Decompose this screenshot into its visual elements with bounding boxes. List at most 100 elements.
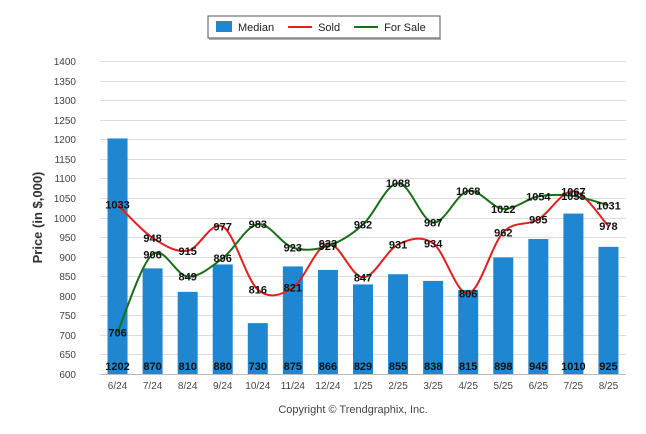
- data-label-for-sale: 987: [424, 218, 442, 230]
- y-tick-label: 950: [59, 233, 76, 244]
- legend: Median Sold For Sale: [207, 15, 441, 40]
- y-axis-ticks: 600 650 700 750 800 850 900 950 1000 1050 1100 1150…: [54, 57, 77, 381]
- x-tick-label: 3/25: [423, 381, 443, 392]
- legend-label: Median: [238, 22, 274, 34]
- copyright-footer: Copyright © Trendgraphix, Inc.: [278, 404, 427, 416]
- data-label-sold: 821: [284, 283, 302, 295]
- x-tick-label: 8/25: [599, 381, 619, 392]
- y-tick-label: 650: [59, 350, 76, 361]
- bar-5/25: [493, 257, 514, 374]
- data-label-median: 855: [389, 361, 407, 373]
- legend-box: [207, 15, 441, 39]
- data-label-sold: 962: [494, 227, 512, 239]
- bar-10/24: [247, 323, 268, 374]
- data-label-for-sale: 1055: [561, 191, 585, 203]
- y-tick-label: 1250: [54, 116, 77, 127]
- y-tick-label: 800: [59, 292, 76, 303]
- y-tick-label: 600: [59, 370, 76, 381]
- data-label-for-sale: 1068: [456, 186, 480, 198]
- data-label-median: 898: [494, 361, 512, 373]
- x-tick-label: 7/24: [143, 381, 163, 392]
- data-label-for-sale: 849: [178, 272, 196, 284]
- y-tick-label: 1050: [54, 194, 77, 205]
- x-tick-label: 6/25: [529, 381, 549, 392]
- bar-8/25: [598, 246, 619, 374]
- data-label-for-sale: 1031: [596, 200, 620, 212]
- y-axis-label: Price (in $,000): [30, 172, 45, 264]
- x-axis-ticks: 6/24 7/24 8/24 9/24 10/24 11/24 12/24 1/25 2/25 3…: [108, 381, 619, 392]
- data-label-median: 829: [354, 361, 372, 373]
- data-label-median: 815: [459, 361, 477, 373]
- bar-8/24: [177, 291, 198, 374]
- data-label-for-sale: 982: [354, 220, 372, 232]
- data-label-median: 1202: [105, 361, 129, 373]
- bar-9/24: [212, 264, 233, 374]
- legend-swatch-median: [216, 21, 232, 32]
- bar-6/25: [528, 239, 549, 374]
- legend-label: For Sale: [384, 22, 426, 34]
- data-label-sold: 978: [599, 221, 617, 233]
- x-tick-label: 5/25: [494, 381, 514, 392]
- data-label-sold: 931: [389, 239, 407, 251]
- data-label-sold: 995: [529, 214, 547, 226]
- y-tick-label: 1200: [54, 135, 77, 146]
- data-label-for-sale: 906: [143, 249, 161, 261]
- data-label-median: 838: [424, 361, 442, 373]
- x-tick-label: 1/25: [353, 381, 373, 392]
- data-label-for-sale: 896: [214, 253, 232, 265]
- x-tick-label: 8/24: [178, 381, 198, 392]
- data-label-sold: 1067: [561, 186, 585, 198]
- y-tick-label: 900: [59, 253, 76, 264]
- x-tick-label: 10/24: [245, 381, 270, 392]
- y-tick-label: 1150: [54, 155, 76, 166]
- data-label-for-sale: 983: [249, 219, 267, 231]
- x-tick-label: 12/24: [315, 381, 340, 392]
- data-label-median: 1010: [561, 361, 585, 373]
- x-tick-label: 2/25: [388, 381, 408, 392]
- x-tick-label: 11/24: [281, 381, 306, 392]
- bar-4/25: [458, 289, 479, 374]
- x-tick-label: 7/25: [564, 381, 584, 392]
- data-label-median: 730: [249, 361, 267, 373]
- x-tick-label: 6/24: [108, 381, 128, 392]
- y-tick-label: 1350: [54, 77, 77, 88]
- data-label-for-sale: 1022: [491, 204, 515, 216]
- y-tick-label: 750: [59, 311, 76, 322]
- data-label-sold: 1033: [105, 200, 129, 212]
- data-label-sold: 816: [249, 284, 267, 296]
- x-tick-label: 4/25: [458, 381, 478, 392]
- bar-6/24: [107, 138, 128, 374]
- y-tick-label: 700: [59, 331, 76, 342]
- y-tick-label: 850: [59, 272, 76, 283]
- data-label-for-sale: 1088: [386, 178, 410, 190]
- bar-3/25: [423, 280, 444, 374]
- bar-11/24: [282, 266, 303, 374]
- y-tick-label: 1100: [54, 174, 76, 185]
- data-label-sold: 933: [319, 239, 337, 251]
- data-label-median: 875: [284, 361, 302, 373]
- bars-median: [107, 138, 619, 374]
- bar-12/24: [317, 269, 338, 374]
- data-labels: 1202 870 810 880 730 875 866 829 855 838 815 898 945…: [105, 178, 620, 373]
- data-label-sold: 934: [424, 238, 443, 250]
- bar-1/25: [353, 284, 373, 374]
- data-label-sold: 847: [354, 272, 372, 284]
- data-label-sold: 806: [459, 288, 477, 300]
- data-label-sold: 948: [143, 233, 161, 245]
- bar-7/24: [142, 268, 163, 374]
- data-label-median: 945: [529, 361, 547, 373]
- series-lines: [116, 182, 610, 333]
- data-label-sold: 915: [178, 246, 196, 258]
- y-tick-label: 1000: [54, 214, 77, 225]
- y-tick-label: 1400: [54, 57, 77, 68]
- data-label-for-sale: 706: [108, 328, 126, 340]
- x-tick-label: 9/24: [213, 381, 233, 392]
- data-label-for-sale: 923: [284, 243, 302, 255]
- data-label-for-sale: 927: [319, 241, 337, 253]
- line-for-sale: [116, 182, 609, 333]
- line-sold: [116, 190, 610, 297]
- data-label-for-sale: 1054: [526, 191, 551, 203]
- data-label-median: 866: [319, 361, 337, 373]
- legend-label: Sold: [318, 22, 340, 34]
